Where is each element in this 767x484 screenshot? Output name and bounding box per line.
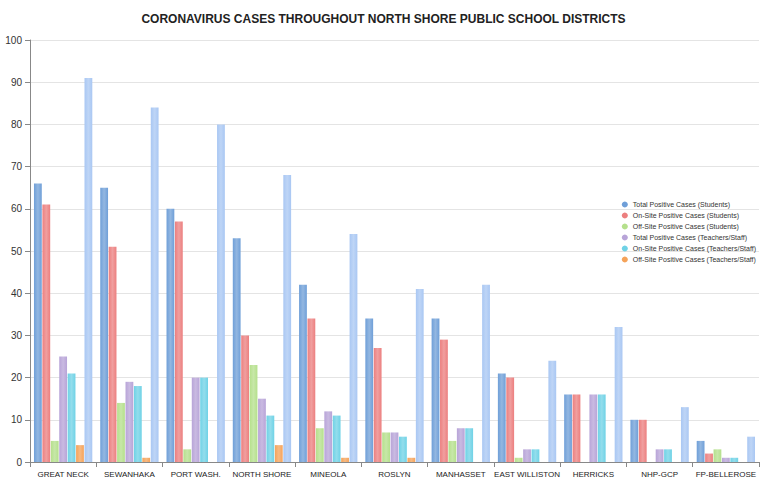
- svg-text:NORTH SHORE: NORTH SHORE: [232, 470, 291, 479]
- svg-text:90: 90: [11, 77, 23, 88]
- svg-text:On-Site Positive Cases (Studen: On-Site Positive Cases (Students): [633, 212, 739, 220]
- svg-text:Total Positive Cases (Teachers: Total Positive Cases (Teachers/Staff): [633, 234, 747, 242]
- svg-text:0: 0: [16, 457, 22, 468]
- svg-text:50: 50: [11, 246, 23, 257]
- svg-text:Off-Site Positive Cases (Stude: Off-Site Positive Cases (Students): [633, 223, 739, 231]
- svg-text:Total Positive Cases (Students: Total Positive Cases (Students): [633, 201, 730, 209]
- svg-text:GREAT NECK: GREAT NECK: [37, 470, 89, 479]
- svg-text:ROSLYN: ROSLYN: [378, 470, 411, 479]
- svg-text:MANHASSET: MANHASSET: [436, 470, 486, 479]
- svg-text:70: 70: [11, 161, 23, 172]
- svg-text:40: 40: [11, 288, 23, 299]
- svg-text:100: 100: [5, 35, 22, 46]
- svg-text:On-Site Positive Cases (Teache: On-Site Positive Cases (Teachers/Staff): [633, 245, 756, 253]
- svg-text:MINEOLA: MINEOLA: [310, 470, 347, 479]
- svg-text:10: 10: [11, 414, 23, 425]
- svg-text:FP-BELLEROSE: FP-BELLEROSE: [696, 470, 756, 479]
- svg-text:Off-Site Positive Cases (Teach: Off-Site Positive Cases (Teachers/Staff): [633, 256, 756, 264]
- svg-text:EAST WILLISTON: EAST WILLISTON: [494, 470, 560, 479]
- svg-text:NHP-GCP: NHP-GCP: [641, 470, 678, 479]
- svg-text:PORT WASH.: PORT WASH.: [171, 470, 221, 479]
- svg-text:HERRICKS: HERRICKS: [573, 470, 614, 479]
- svg-text:20: 20: [11, 372, 23, 383]
- svg-text:SEWANHAKA: SEWANHAKA: [104, 470, 155, 479]
- svg-text:60: 60: [11, 203, 23, 214]
- svg-text:30: 30: [11, 330, 23, 341]
- svg-text:CORONAVIRUS CASES THROUGHOUT N: CORONAVIRUS CASES THROUGHOUT NORTH SHORE…: [141, 12, 625, 26]
- svg-text:80: 80: [11, 119, 23, 130]
